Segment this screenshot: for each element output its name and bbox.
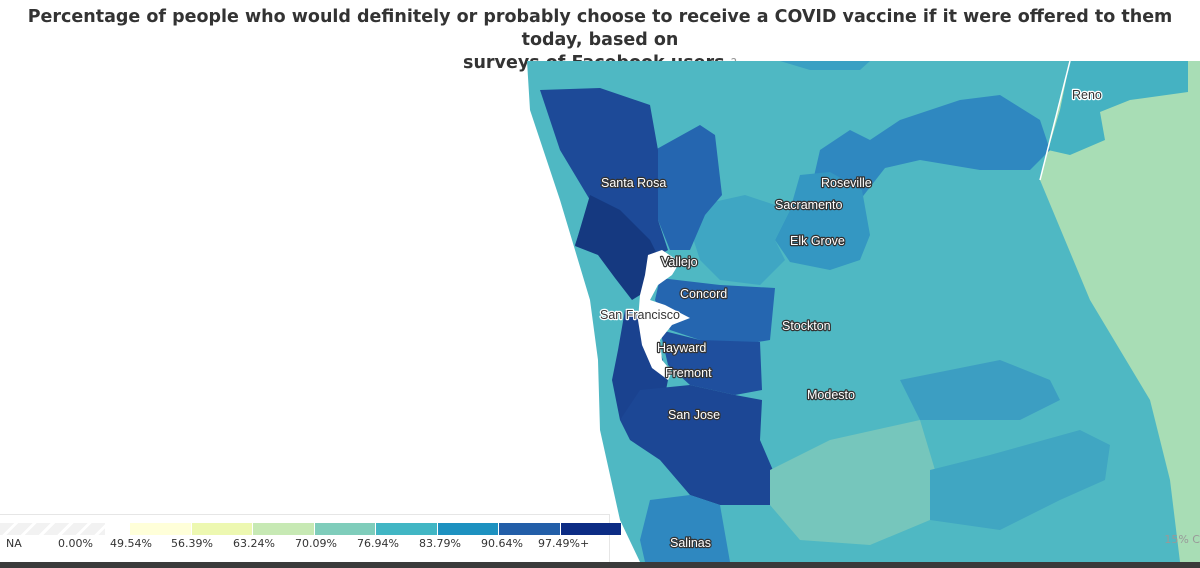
city-label-salinas: Salinas (670, 536, 711, 550)
legend-labels: NA 0.00% 49.54% 56.39% 63.24% 70.09% 76.… (0, 537, 609, 553)
legend-swatch-5 (437, 523, 498, 535)
legend-stop-4: 70.09% (295, 537, 337, 550)
city-label-modesto: Modesto (807, 388, 855, 402)
city-label-fremont: Fremont (665, 366, 712, 380)
legend-stop-5: 76.94% (357, 537, 399, 550)
region-contra-costa[interactable] (655, 278, 775, 345)
region-santa-clara[interactable] (620, 385, 775, 505)
city-label-roseville: Roseville (821, 176, 872, 190)
legend-stop-1: 49.54% (110, 537, 152, 550)
corner-label: 15% C (1164, 533, 1200, 546)
bottom-bar (0, 562, 1200, 568)
region-fresno[interactable] (930, 430, 1110, 530)
region-alameda[interactable] (660, 330, 762, 395)
legend-swatch-4 (376, 523, 437, 535)
color-legend: NA 0.00% 49.54% 56.39% 63.24% 70.09% 76.… (0, 514, 621, 564)
legend-stop-3: 63.24% (233, 537, 275, 550)
legend-stop-2: 56.39% (171, 537, 213, 550)
region-top-strip[interactable] (780, 61, 870, 70)
legend-na-swatch (0, 523, 105, 535)
state-border (1039, 60, 1071, 181)
bay-water (638, 250, 690, 380)
region-sacramento[interactable] (775, 172, 870, 270)
region-merced[interactable] (770, 420, 935, 545)
city-label-santa-rosa: Santa Rosa (601, 176, 666, 190)
region-napa[interactable] (655, 125, 722, 250)
city-label-stockton: Stockton (782, 319, 831, 333)
legend-na-label: NA (6, 537, 22, 550)
city-label-concord: Concord (680, 287, 727, 301)
region-yolo[interactable] (692, 195, 790, 285)
city-label-hayward: Hayward (657, 341, 706, 355)
region-nevada[interactable] (1040, 61, 1200, 562)
region-placer[interactable] (812, 95, 1050, 205)
title-line-1: Percentage of people who would definitel… (27, 7, 1173, 50)
city-label-reno: Reno (1072, 88, 1102, 102)
legend-swatch-7 (560, 523, 621, 535)
city-label-san-jose: San Jose (668, 408, 720, 422)
region-monterey[interactable] (640, 495, 730, 562)
legend-swatch-3 (314, 523, 375, 535)
legend-stop-6: 83.79% (419, 537, 461, 550)
legend-swatch-2 (253, 523, 314, 535)
region-mariposa[interactable] (900, 360, 1060, 420)
legend-stop-8: 97.49%+ (538, 537, 590, 550)
legend-swatch-0 (130, 523, 191, 535)
legend-swatch-1 (191, 523, 252, 535)
city-label-san-francisco: San Francisco (600, 308, 680, 322)
legend-swatch-6 (499, 523, 560, 535)
city-labels: Reno Santa Rosa Roseville Sacramento Elk Gro… (599, 87, 1103, 551)
city-label-vallejo: Vallejo (661, 255, 698, 269)
legend-stop-0: 0.00% (58, 537, 93, 550)
region-washoe[interactable] (1048, 61, 1188, 155)
legend-stop-7: 90.64% (481, 537, 523, 550)
city-label-elk-grove: Elk Grove (790, 234, 845, 248)
city-label-sacramento: Sacramento (775, 198, 842, 212)
region-marin[interactable] (575, 195, 660, 300)
